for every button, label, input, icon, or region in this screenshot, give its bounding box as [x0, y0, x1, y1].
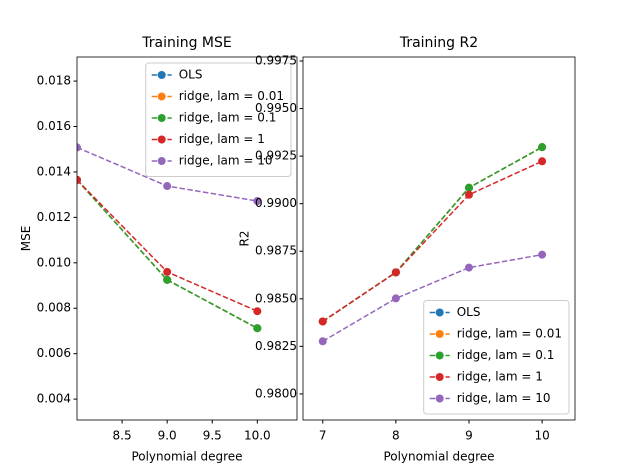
data-point [464, 183, 473, 192]
legend-swatch-dot [435, 330, 444, 338]
data-point [318, 317, 327, 326]
data-point [253, 197, 262, 206]
legend-swatch-dot [435, 351, 444, 360]
data-point [253, 324, 262, 333]
y-tick-label: 0.016 [37, 119, 71, 133]
y-tick-label: 0.9875 [255, 244, 297, 258]
legend-label: ridge, lam = 0.1 [457, 348, 555, 362]
series-line [322, 160, 543, 323]
legend-label: ridge, lam = 10 [457, 391, 551, 405]
y-tick-label: 0.9975 [255, 53, 297, 67]
data-point [538, 157, 547, 166]
x-tick-label: 9.0 [158, 429, 177, 443]
plot-frame [76, 56, 298, 421]
legend-label: ridge, lam = 1 [457, 370, 543, 384]
series-line [77, 179, 258, 329]
y-tick-label: 0.9925 [255, 149, 297, 163]
data-point [391, 268, 400, 277]
y-tick-label: 0.9800 [255, 386, 297, 400]
legend-swatch-dot [157, 157, 166, 165]
data-point [538, 250, 547, 259]
plot-frame [302, 56, 576, 421]
data-point [163, 275, 172, 284]
legend-swatch-dot [157, 135, 166, 144]
data-point [77, 143, 81, 152]
series-line [322, 146, 543, 323]
x-tick-label: 9.5 [203, 429, 222, 443]
y-axis-label: R2 [238, 231, 252, 247]
legend: OLS ridge, lam = 0.01 ridge, lam = 0.1 ridg… [145, 62, 292, 177]
y-tick-label: 0.018 [37, 74, 71, 88]
data-point [464, 263, 473, 272]
legend-label: ridge, lam = 0.1 [179, 111, 277, 125]
y-tick-label: 0.010 [37, 255, 71, 269]
subplot-title: Training MSE [141, 35, 232, 51]
y-tick-label: 0.012 [37, 210, 71, 224]
data-point [318, 337, 327, 346]
subplot-title: Training R2 [399, 35, 478, 51]
y-tick-label: 0.006 [37, 346, 71, 360]
legend-label: OLS [179, 68, 203, 82]
series-line [77, 179, 258, 329]
y-tick-label: 0.9900 [255, 196, 297, 210]
y-tick-label: 0.014 [37, 164, 71, 178]
data-point [163, 182, 172, 191]
data-point [253, 307, 262, 316]
series-line [322, 253, 543, 342]
legend-frame [423, 300, 570, 415]
legend-label: ridge, lam = 10 [179, 154, 273, 168]
y-axis-label: MSE [19, 226, 33, 252]
series-line [322, 146, 543, 323]
legend-swatch-dot [435, 394, 444, 403]
y-tick-label: 0.9825 [255, 339, 297, 353]
legend-swatch-dot [157, 92, 166, 101]
x-axis-label: Polynomial degree [383, 450, 494, 464]
x-tick-label: 8 [392, 429, 400, 443]
data-point [464, 190, 473, 199]
x-tick-label: 8.5 [113, 429, 132, 443]
y-tick-label: 0.9950 [255, 101, 297, 115]
data-point [163, 267, 172, 276]
legend-swatch-dot [435, 308, 444, 317]
legend-label: OLS [457, 305, 481, 319]
data-point [77, 175, 81, 184]
y-tick-label: 0.004 [37, 392, 71, 406]
x-axis-label: Polynomial degree [131, 450, 242, 464]
legend-swatch-dot [435, 373, 444, 381]
x-tick-label: 9 [465, 429, 473, 443]
x-tick-label: 10 [534, 429, 549, 443]
y-tick-label: 0.008 [37, 301, 71, 315]
x-tick-label: 10.0 [244, 429, 271, 443]
series-line [77, 179, 258, 329]
legend-swatch-dot [157, 71, 166, 79]
legend-swatch-dot [157, 114, 166, 122]
legend-label: ridge, lam = 0.01 [457, 327, 562, 341]
x-tick-label: 7 [319, 429, 327, 443]
data-point [538, 143, 547, 152]
series-line [77, 179, 258, 312]
series-line [322, 146, 543, 323]
y-tick-label: 0.9850 [255, 291, 297, 305]
legend-frame [145, 62, 292, 177]
legend-label: ridge, lam = 0.01 [179, 89, 284, 103]
legend-label: ridge, lam = 1 [179, 132, 265, 146]
data-point [391, 294, 400, 303]
legend: OLS ridge, lam = 0.01 ridge, lam = 0.1 ridg… [423, 300, 570, 415]
